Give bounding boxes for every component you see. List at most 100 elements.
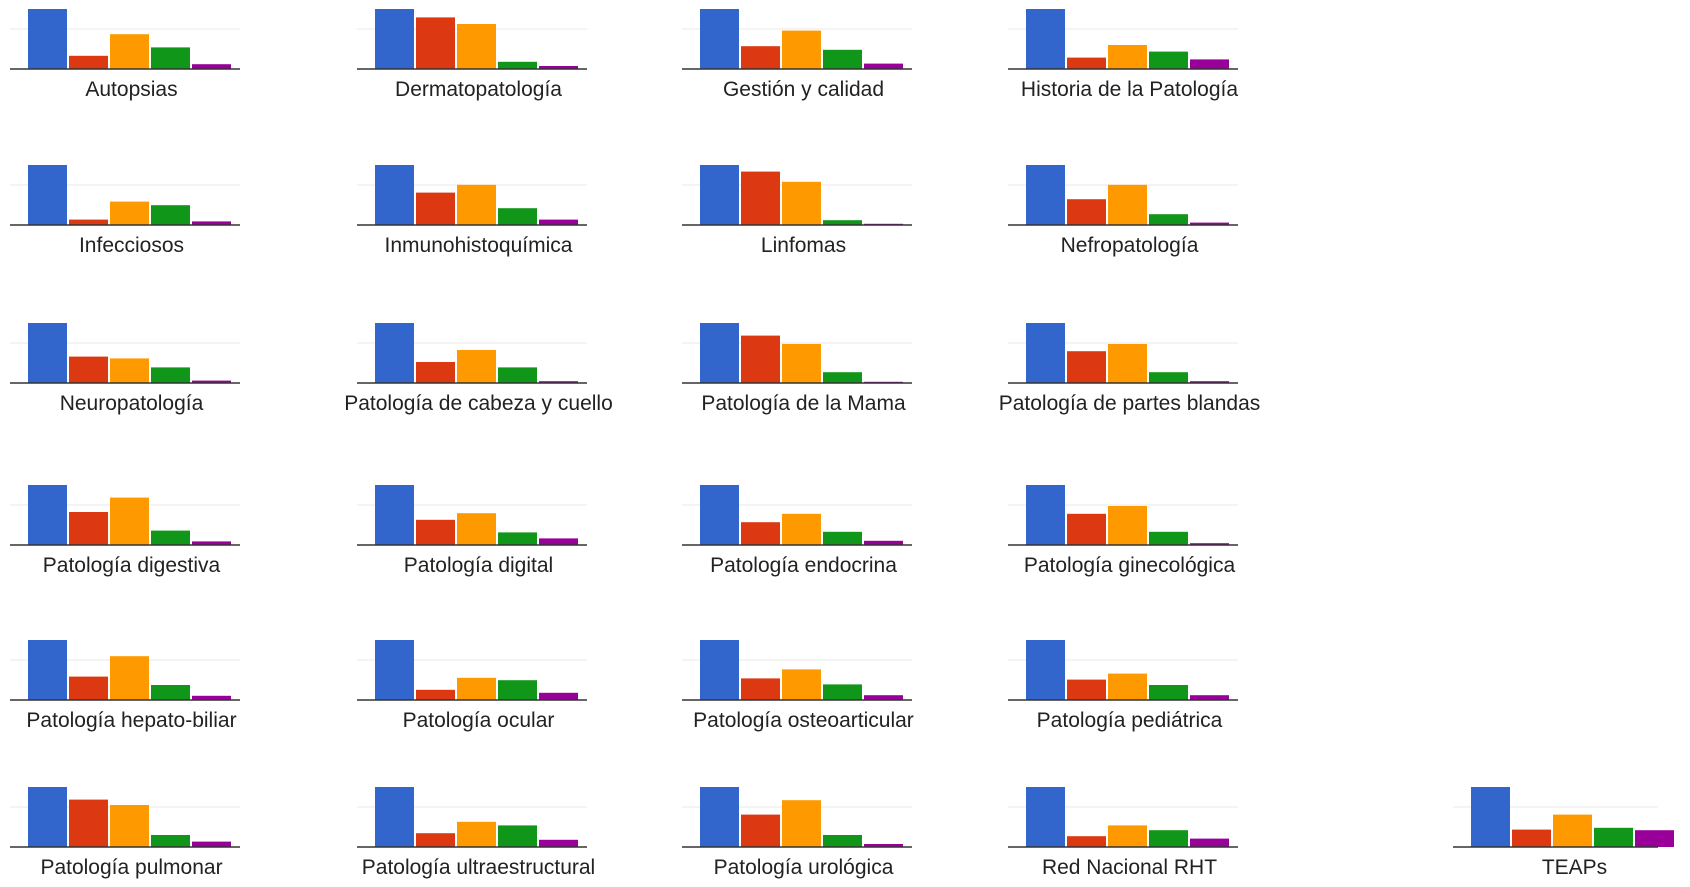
bar-series-2 [741,522,780,545]
bar-series-2 [69,676,108,700]
chart-panel: Nefropatología [1008,165,1238,257]
bar-series-3 [457,24,496,69]
bar-series-3 [110,497,149,545]
bar-series-4 [1149,685,1188,700]
bar-series-3 [457,350,496,383]
category-label: Patología ocular [403,709,555,732]
bar-series-1 [700,485,739,545]
chart-panel: Patología endocrina [682,485,912,577]
bar-series-2 [741,678,780,700]
bar-series-3 [457,821,496,847]
category-label: Infecciosos [79,234,184,257]
bar-series-1 [375,640,414,700]
bar-series-1 [1026,485,1065,545]
bar-series-3 [782,669,821,700]
bar-series-2 [416,833,455,847]
bar-series-3 [1108,45,1147,69]
category-label: Inmunohistoquímica [385,234,573,257]
bar-series-2 [1067,351,1106,383]
bar-series-1 [375,165,414,225]
bar-series-3 [110,34,149,69]
category-label: Patología de la Mama [701,392,906,415]
bar-series-3 [1108,673,1147,700]
bar-series-3 [457,677,496,700]
bar-series-3 [1108,344,1147,383]
category-label: Patología hepato-biliar [26,709,236,732]
category-label: Patología digestiva [43,554,221,577]
bar-series-5 [864,63,903,69]
chart-panel: Patología de la Mama [682,323,912,415]
chart-panel: Dermatopatología [357,9,587,101]
bar-series-3 [1108,506,1147,545]
bar-series-2 [741,46,780,69]
bar-series-5 [192,221,231,225]
bar-series-5 [1190,381,1229,383]
bar-series-4 [151,205,190,225]
bar-series-5 [539,839,578,847]
bar-series-5 [1190,838,1229,847]
bar-series-2 [1067,836,1106,847]
bar-series-3 [1553,814,1592,847]
bar-series-1 [700,9,739,69]
bar-series-5 [192,695,231,700]
bar-series-5 [864,540,903,545]
bar-series-5 [1190,222,1229,225]
chart-panel: Patología ultraestructural [357,787,595,879]
bar-series-1 [700,787,739,847]
bar-series-5 [1635,830,1674,847]
bar-series-1 [375,9,414,69]
category-label: Patología ultraestructural [362,856,595,879]
category-label: Neuropatología [60,392,204,415]
bar-series-3 [110,805,149,847]
chart-panel: Patología de cabeza y cuello [344,323,613,415]
bar-series-4 [823,49,862,69]
bar-series-1 [1026,323,1065,383]
bar-series-3 [782,181,821,225]
bar-series-1 [1026,9,1065,69]
bar-series-4 [1149,51,1188,69]
bar-series-4 [823,220,862,225]
category-label: TEAPs [1542,856,1607,879]
chart-panel: Patología ginecológica [1008,485,1238,577]
bar-series-4 [823,372,862,383]
bar-series-2 [416,362,455,383]
bar-series-3 [110,656,149,700]
bar-series-1 [1026,165,1065,225]
bar-series-2 [69,356,108,383]
bar-series-1 [375,485,414,545]
bar-series-4 [498,532,537,545]
bar-series-2 [1067,513,1106,545]
chart-panel: Historia de la Patología [1008,9,1238,101]
bar-series-4 [498,680,537,700]
category-label: Patología digital [404,554,553,577]
bar-series-5 [539,381,578,383]
bar-series-4 [1149,531,1188,545]
chart-panel: Gestión y calidad [682,9,912,101]
chart-panel: Infecciosos [10,165,240,257]
bar-series-4 [823,835,862,847]
bar-series-2 [1067,57,1106,69]
bar-series-4 [1594,827,1633,847]
chart-panel: Patología digital [357,485,587,577]
chart-panel: Patología de partes blandas [999,323,1260,415]
bar-series-2 [69,799,108,847]
chart-panel: Patología pediátrica [1008,640,1238,732]
bar-series-4 [498,825,537,847]
bar-series-5 [1190,543,1229,545]
bar-series-4 [151,685,190,700]
category-label: Gestión y calidad [723,78,884,101]
bar-series-5 [192,380,231,383]
bar-series-5 [539,538,578,545]
bar-series-2 [1067,199,1106,225]
bar-series-3 [110,358,149,383]
bar-series-1 [28,787,67,847]
bar-series-2 [416,192,455,225]
chart-panel: Patología pulmonar [10,787,240,879]
bar-series-4 [498,208,537,225]
chart-panel: Patología hepato-biliar [10,640,240,732]
bar-series-1 [700,640,739,700]
bar-series-2 [69,55,108,69]
category-label: Patología urológica [714,856,894,879]
bar-series-5 [864,695,903,700]
bar-series-3 [782,513,821,545]
